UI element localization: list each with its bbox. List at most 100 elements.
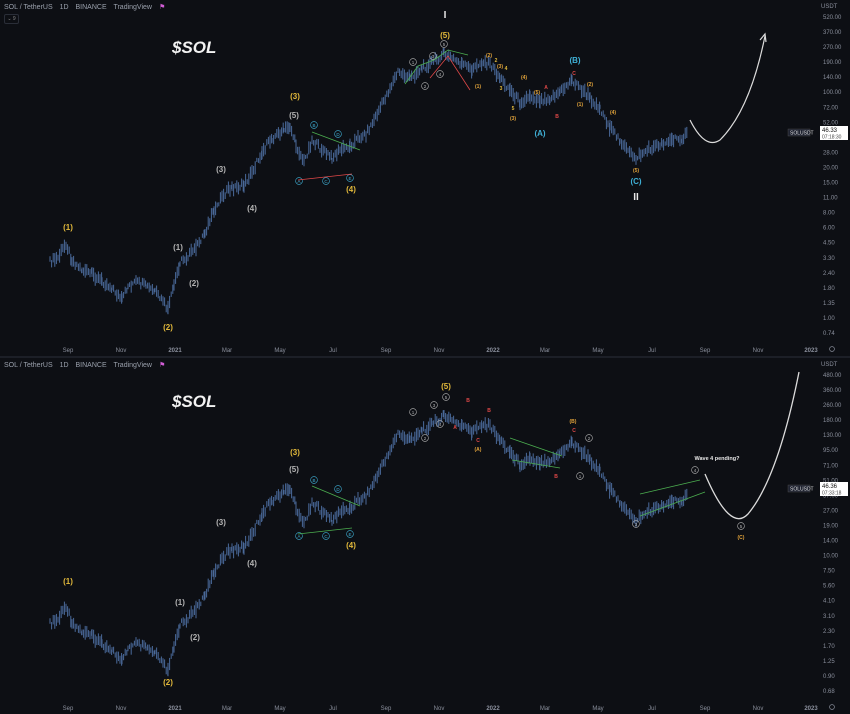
- y-tick-label: 14.00: [823, 539, 839, 545]
- trendline: [639, 479, 701, 495]
- x-tick-label: Mar: [222, 348, 232, 354]
- x-tick-label: Nov: [116, 348, 127, 354]
- wave-label: (2): [189, 279, 199, 288]
- y-tick-label: 3.10: [823, 614, 835, 620]
- wave-label: (3): [497, 64, 503, 70]
- wave-circle: [442, 393, 450, 401]
- chart-panel-bottom[interactable]: SOL / TetherUS 1D BINANCE TradingView ⚑ …: [0, 358, 850, 714]
- wave-label: E: [348, 532, 351, 537]
- flag-icon[interactable]: ⚑: [158, 4, 166, 11]
- wave-label: (3): [216, 165, 226, 174]
- symbol-label[interactable]: SOL / TetherUS: [4, 4, 53, 11]
- flag-icon[interactable]: ⚑: [158, 362, 166, 369]
- wave-circle: [576, 472, 584, 480]
- wave-label: (5): [534, 90, 540, 96]
- countdown: 07:18:30: [822, 135, 842, 141]
- wave-label: C: [476, 438, 480, 444]
- x-tick-label: May: [274, 706, 285, 712]
- wave-label: (5): [289, 465, 299, 474]
- x-tick-label: Mar: [540, 348, 550, 354]
- y-tick-label: 4.50: [823, 241, 835, 247]
- y-tick-label: 0.74: [823, 331, 835, 337]
- wave-circle: [295, 532, 303, 540]
- y-tick-label: 2.30: [823, 629, 835, 635]
- y-tick-label: 1.25: [823, 659, 835, 665]
- x-tick-label: Nov: [434, 348, 445, 354]
- wave-label: (2): [486, 53, 492, 59]
- x-tick-label: 2021: [168, 348, 182, 354]
- x-tick-label: 2022: [486, 348, 500, 354]
- x-tick-label: Nov: [116, 706, 127, 712]
- x-tick-label: Nov: [753, 348, 764, 354]
- y-tick-label: 52.00: [823, 120, 839, 126]
- wave-circle: [310, 476, 318, 484]
- wave-circle: [421, 434, 429, 442]
- wave-label: 2: [588, 436, 591, 441]
- chart-header: SOL / TetherUS 1D BINANCE TradingView ⚑: [4, 3, 170, 11]
- y-tick-label: 360.00: [823, 388, 842, 394]
- y-tick-label: 270.00: [823, 45, 842, 51]
- trendline: [404, 49, 469, 85]
- last-price-box: [820, 482, 848, 496]
- y-tick-label: 15.00: [823, 181, 839, 187]
- y-tick-label: 71.00: [823, 463, 839, 469]
- x-tick-label: Jul: [648, 706, 656, 712]
- y-tick-label: 1.70: [823, 644, 835, 650]
- wave-label: (3): [290, 448, 300, 457]
- wave-circle: [310, 121, 318, 129]
- indicator-toggle-button[interactable]: ⌄ 9: [4, 14, 19, 24]
- countdown: 07:33:18: [822, 491, 842, 497]
- price-chart[interactable]: 480.00 360.00 260.00 180.00 130.00 95.00 71.00…: [0, 358, 850, 714]
- y-tick-label: 6.00: [823, 226, 835, 232]
- x-tick-label: Sep: [63, 348, 74, 354]
- wave-label: (4): [521, 75, 527, 81]
- x-tick-label: Sep: [700, 348, 711, 354]
- wave-circle: [295, 177, 303, 185]
- wave-label: (C): [630, 177, 641, 186]
- x-tick-label: 2021: [168, 706, 182, 712]
- chart-title: $SOL: [171, 38, 216, 57]
- wave-label: (B): [570, 419, 577, 425]
- y-tick-label: 1.00: [823, 316, 835, 322]
- x-tick-label: Sep: [381, 706, 392, 712]
- panel-divider: [0, 356, 850, 358]
- symbol-label[interactable]: SOL / TetherUS: [4, 362, 53, 369]
- y-tick-label: 130.00: [823, 433, 842, 439]
- wave-label: 3: [500, 86, 503, 92]
- y-tick-label: 3.30: [823, 256, 835, 262]
- y-tick-label: 72.00: [823, 105, 839, 111]
- wave-label: I: [444, 10, 447, 21]
- trendline: [297, 173, 353, 181]
- interval-label[interactable]: 1D: [59, 362, 69, 369]
- x-tick-label: Sep: [700, 706, 711, 712]
- settings-circle-icon: [829, 346, 835, 352]
- wave-label: 2: [424, 84, 427, 89]
- platform-label: TradingView: [113, 4, 152, 11]
- wave-label: (1): [173, 243, 183, 252]
- wave-label: A: [297, 179, 300, 184]
- y-tick-label: 20.00: [823, 165, 839, 171]
- symbol-tag-box: [787, 128, 811, 137]
- y-tick-label: 480.00: [823, 373, 842, 379]
- y-tick-label: 51.00: [823, 478, 839, 484]
- chart-header: SOL / TetherUS 1D BINANCE TradingView ⚑: [4, 361, 170, 369]
- y-tick-label: 37.00: [823, 493, 839, 499]
- x-tick-label: 2022: [486, 706, 500, 712]
- y-tick-label: 95.00: [823, 448, 839, 454]
- wave-label: 4: [439, 72, 442, 77]
- price-chart[interactable]: 520.00370.00270.00190.00140.00100.0072.0…: [0, 0, 850, 356]
- interval-label[interactable]: 1D: [59, 4, 69, 11]
- y-tick-label: 28.00: [823, 150, 839, 156]
- wave-label: (1): [63, 223, 73, 232]
- wave-label: D: [336, 487, 340, 492]
- wave-label: (3): [510, 116, 516, 122]
- wave-label: (1): [577, 102, 583, 108]
- trendline: [297, 527, 353, 535]
- wave-circle: [436, 420, 444, 428]
- chart-panel-top[interactable]: SOL / TetherUS 1D BINANCE TradingView ⚑ …: [0, 0, 850, 356]
- wave-label: B: [555, 114, 559, 120]
- wave-circle: [421, 82, 429, 90]
- wave-label: B: [554, 474, 558, 480]
- wave-label: B: [466, 398, 470, 404]
- wave-label: (4): [610, 110, 616, 116]
